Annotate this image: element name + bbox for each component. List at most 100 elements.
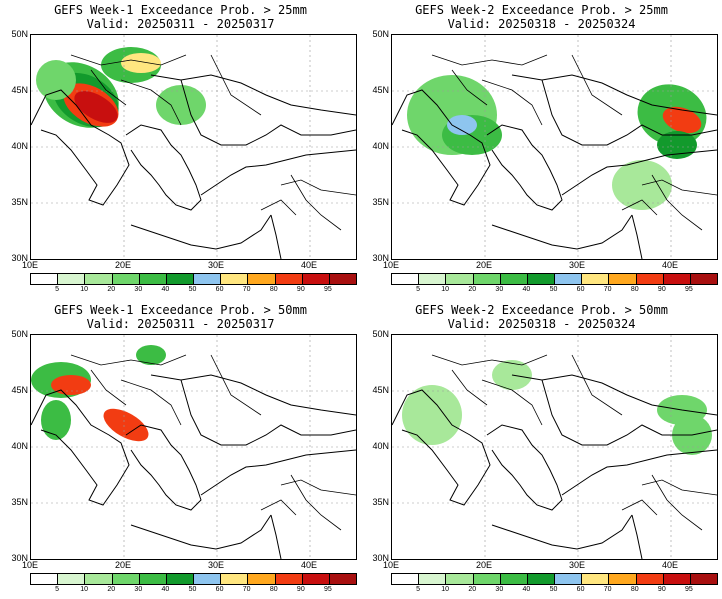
colorbar-swatch — [85, 274, 113, 284]
coastline — [31, 89, 130, 206]
colorbar-label: 95 — [324, 586, 332, 593]
latitude-tick-label: 40N — [11, 141, 28, 151]
colorbar-swatch — [527, 274, 556, 284]
colorbar-swatch — [329, 574, 357, 584]
colorbar-swatch — [329, 274, 357, 284]
coastline — [270, 214, 282, 259]
coastline — [392, 389, 491, 506]
coastline — [150, 74, 356, 116]
country-border — [571, 354, 623, 416]
longitude-tick-label: 40E — [661, 560, 678, 570]
colorbar-label: 60 — [576, 286, 585, 293]
precip-probability-area — [662, 106, 702, 134]
colorbar-swatch — [248, 274, 276, 284]
country-border — [621, 199, 658, 216]
longitude-tick-label: 40E — [661, 260, 678, 270]
colorbar-swatch — [609, 574, 637, 584]
precip-probability-area — [136, 345, 166, 365]
colorbar-swatch — [690, 274, 718, 284]
coastline — [125, 124, 202, 211]
colorbar-label: 90 — [657, 586, 666, 593]
colorbar-swatch — [636, 574, 664, 584]
country-border — [290, 474, 342, 531]
colorbar-swatch — [221, 274, 249, 284]
country-border — [451, 369, 488, 406]
latitude-tick-label: 50N — [11, 329, 28, 339]
map-svg — [31, 335, 356, 559]
longitude-tick-label: 30E — [568, 560, 585, 570]
country-border — [70, 54, 187, 66]
country-border — [210, 354, 262, 416]
longitude-tick-label: 10E — [382, 560, 399, 570]
country-border — [210, 54, 262, 116]
latitude-tick-label: 40N — [372, 441, 389, 451]
colorbar-label: 20 — [468, 586, 477, 593]
longitude-tick-label: 30E — [568, 260, 585, 270]
colorbar-label: 30 — [134, 286, 143, 293]
country-border — [260, 499, 297, 516]
colorbar-label: 10 — [441, 286, 450, 293]
country-border — [431, 354, 548, 366]
colorbar-swatch — [636, 274, 664, 284]
colorbar — [30, 573, 357, 585]
coastline — [561, 149, 717, 196]
colorbar-label: 30 — [495, 286, 504, 293]
coastline — [541, 79, 717, 146]
colorbar-swatch — [194, 274, 222, 284]
colorbar-swatch — [31, 274, 59, 284]
latitude-tick-label: 45N — [11, 385, 28, 395]
colorbar-label: 95 — [685, 286, 693, 293]
coastline — [31, 389, 130, 506]
colorbar-swatch — [690, 574, 718, 584]
panel-title: GEFS Week-2 Exceedance Prob. > 25mm — [415, 3, 668, 17]
longitude-tick-label: 30E — [207, 560, 224, 570]
country-border — [451, 69, 488, 106]
panel-valid-dates: Valid: 20250318 - 20250324 — [447, 317, 636, 331]
coastline — [486, 124, 563, 211]
latitude-tick-label: 30N — [372, 553, 389, 563]
coastline — [561, 449, 717, 496]
country-border — [481, 379, 543, 426]
colorbar-swatch — [582, 574, 610, 584]
coastline — [486, 424, 563, 511]
country-border — [641, 479, 717, 496]
coastline — [125, 424, 202, 511]
colorbar-swatch — [473, 274, 501, 284]
longitude-tick-label: 40E — [300, 560, 317, 570]
latitude-tick-label: 40N — [11, 441, 28, 451]
coastline — [631, 514, 643, 559]
colorbar-label: 50 — [549, 286, 558, 293]
colorbar-label: 80 — [630, 286, 639, 293]
map-svg — [31, 35, 356, 259]
colorbar-label: 90 — [296, 586, 305, 593]
colorbar-swatch — [85, 574, 113, 584]
colorbar-swatch — [609, 274, 637, 284]
colorbar-label: 5 — [416, 586, 421, 593]
latitude-tick-label: 35N — [11, 197, 28, 207]
precip-probability-area — [447, 115, 477, 135]
colorbar-swatch — [500, 274, 528, 284]
country-border — [651, 174, 703, 231]
map-area — [391, 34, 718, 260]
colorbar-swatch — [663, 574, 691, 584]
coastline — [270, 514, 282, 559]
colorbar-swatch — [392, 574, 420, 584]
colorbar-swatch — [582, 274, 610, 284]
precip-probability-area — [41, 400, 71, 440]
coastline — [200, 449, 356, 496]
colorbar-label: 40 — [161, 286, 170, 293]
colorbar-label: 95 — [324, 286, 332, 293]
colorbar-label: 30 — [495, 586, 504, 593]
country-border — [90, 69, 127, 106]
colorbar-swatch — [58, 574, 86, 584]
country-border — [280, 179, 356, 196]
country-border — [70, 354, 187, 366]
panel-valid-dates: Valid: 20250318 - 20250324 — [447, 17, 636, 31]
colorbar-label: 40 — [161, 586, 170, 593]
precip-probability-area — [156, 85, 206, 125]
latitude-tick-label: 50N — [372, 29, 389, 39]
precip-probability-area — [121, 53, 161, 73]
latitude-tick-label: 30N — [372, 253, 389, 263]
colorbar-label: 50 — [549, 586, 558, 593]
colorbar-label: 20 — [107, 286, 116, 293]
